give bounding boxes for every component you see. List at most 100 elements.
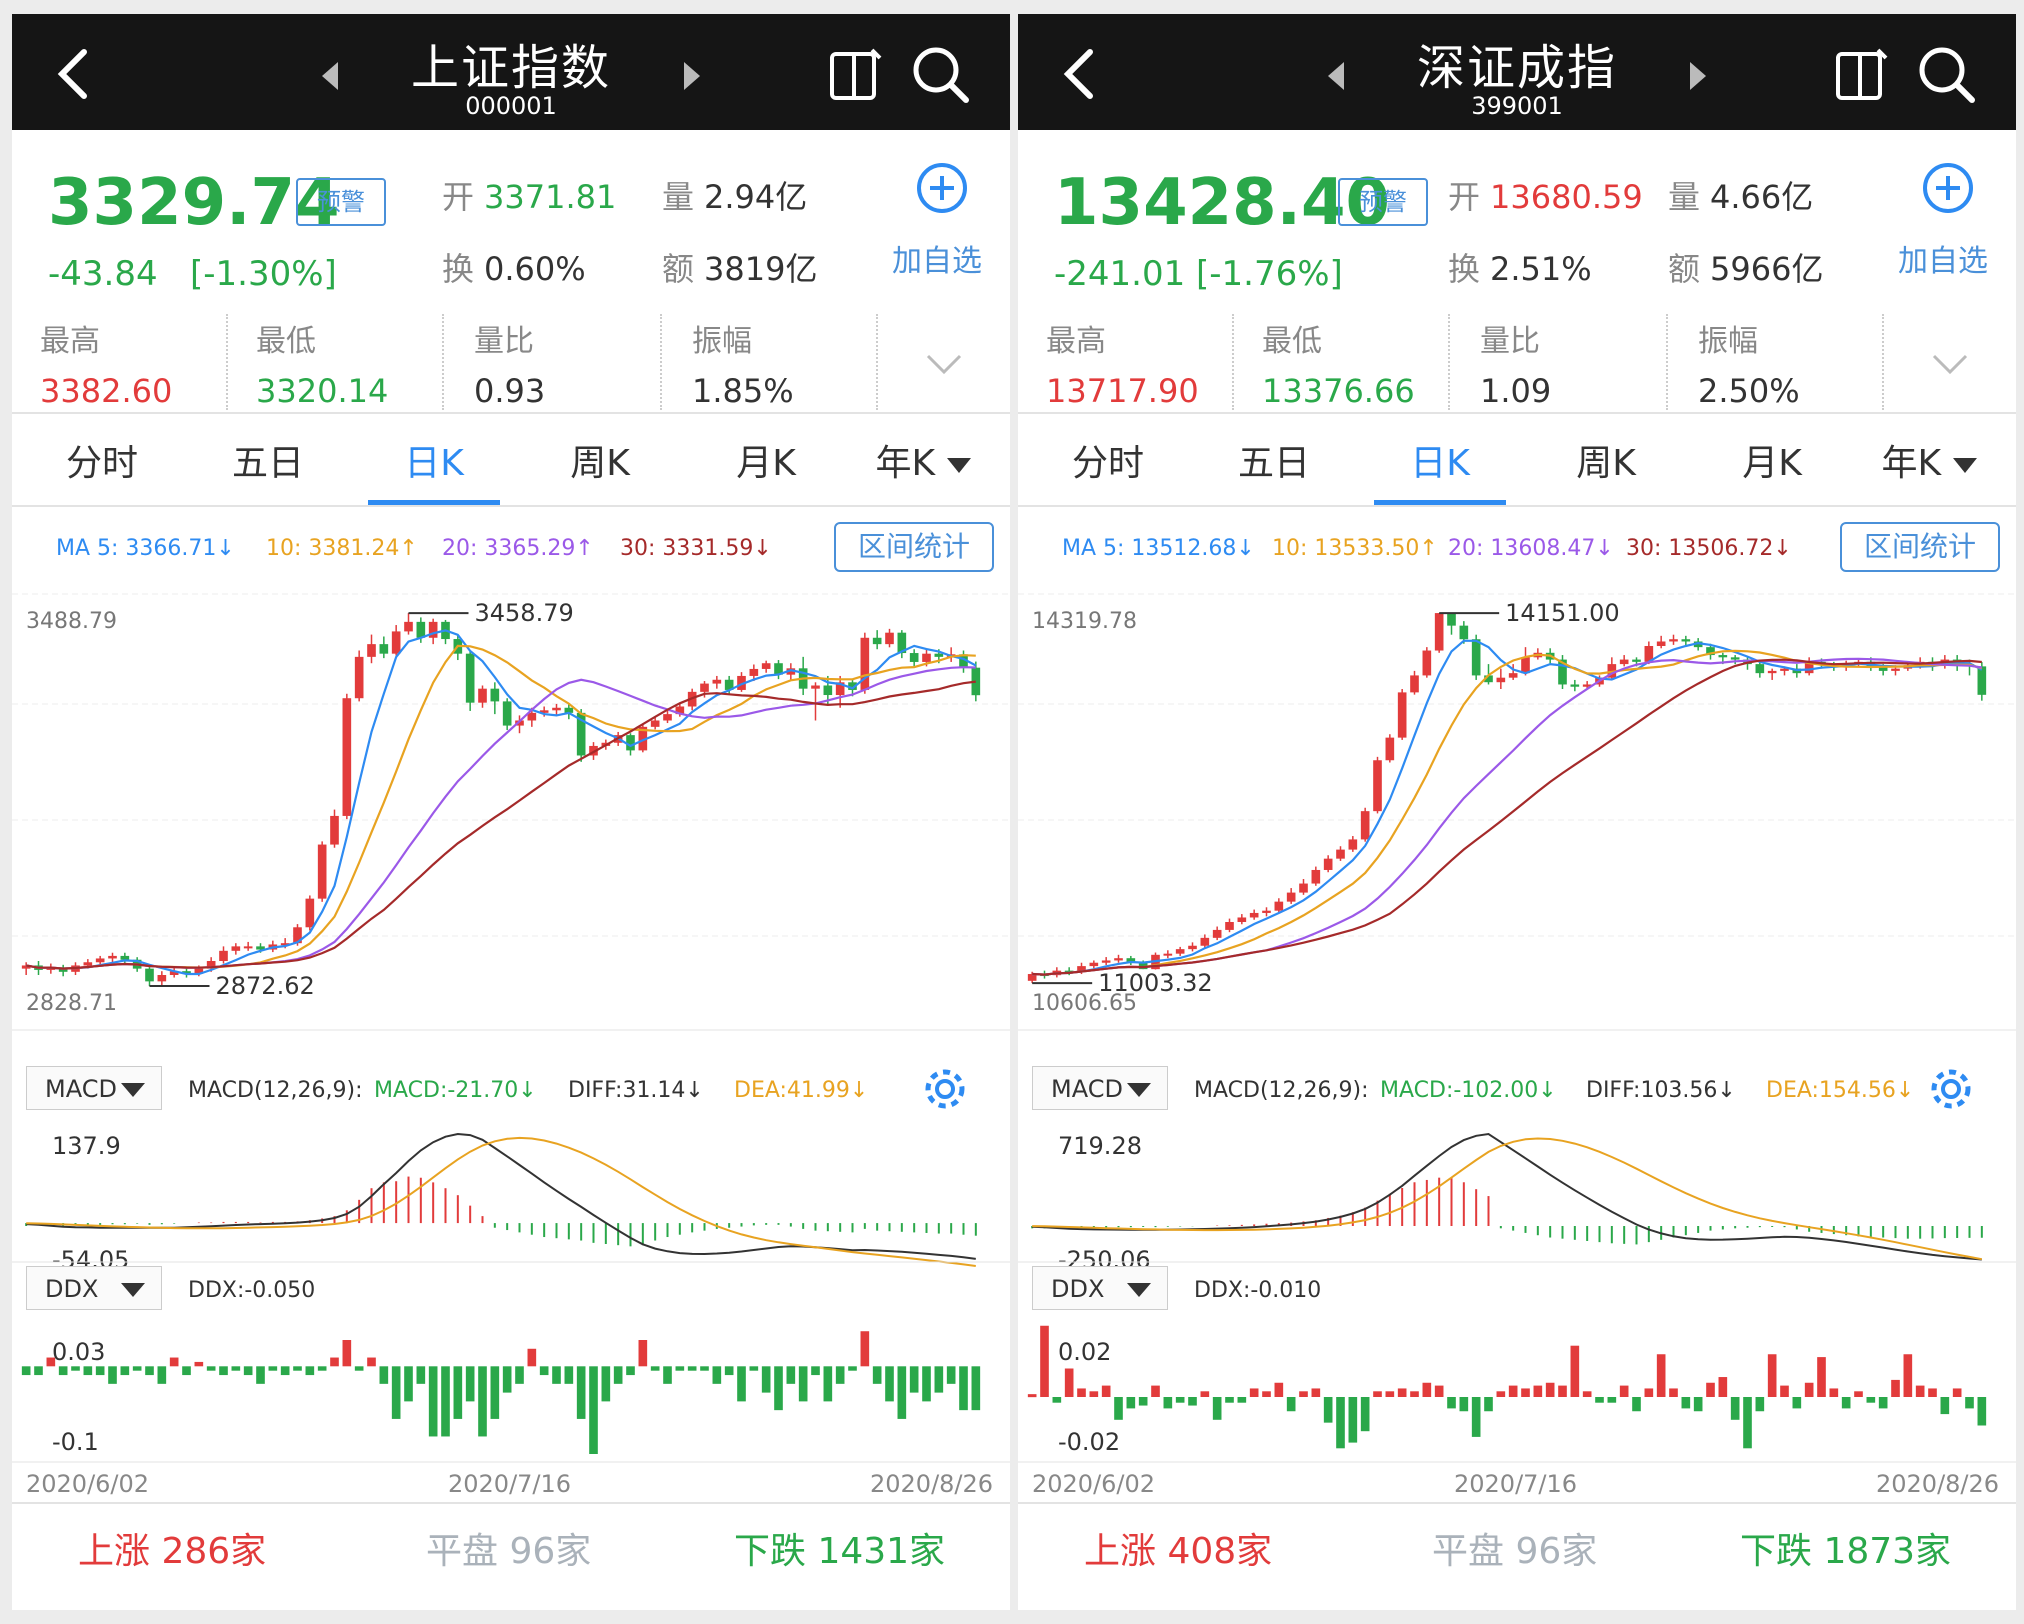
stat-value: 13376.66	[1262, 372, 1415, 410]
ddx-bar	[1163, 1397, 1173, 1409]
next-index-icon[interactable]	[680, 60, 704, 92]
add-favorite-icon[interactable]	[1922, 162, 1974, 214]
ddx-bar	[1545, 1382, 1555, 1397]
ma5-label: MA 5: 3366.71↓	[56, 536, 235, 561]
back-arrow-icon[interactable]	[46, 44, 106, 104]
split-screen-icon[interactable]	[828, 44, 884, 104]
ddx-bar	[169, 1357, 179, 1367]
stat-low: 最低 3320.14	[256, 316, 456, 410]
candle	[1755, 664, 1765, 674]
candle	[404, 621, 413, 632]
ddx-bar	[182, 1366, 191, 1376]
ma20-line	[26, 666, 976, 970]
candle	[1237, 917, 1247, 923]
divider	[12, 412, 1010, 414]
candle	[1632, 659, 1641, 662]
alert-button[interactable]: 预警	[1338, 178, 1428, 226]
ddx-bar	[1323, 1397, 1333, 1423]
chevron-down-icon[interactable]	[924, 348, 964, 378]
kline-chart[interactable]: 3488.792828.713458.792872.62137.9-54.050…	[12, 14, 1010, 1484]
ddx-bar	[1422, 1382, 1432, 1397]
add-favorite-icon[interactable]	[916, 162, 968, 214]
kline-chart[interactable]: 14319.78 10606.65 14151.00 11003.32 719.28 -2…	[1018, 14, 2016, 1484]
prev-index-icon[interactable]	[318, 60, 342, 92]
prev-index-icon[interactable]	[1324, 60, 1348, 92]
ddx-selector-label: DDX	[45, 1275, 99, 1303]
candle	[1175, 949, 1185, 954]
stat-label: 最高	[40, 324, 100, 359]
back-arrow-icon[interactable]	[1052, 44, 1112, 104]
gear-icon[interactable]	[1926, 1064, 1976, 1114]
macd-selector[interactable]: MACD	[1032, 1066, 1168, 1110]
ddx-bar	[848, 1366, 857, 1371]
amount-field: 额 5966亿	[1668, 244, 1823, 290]
tab-intraday[interactable]: 分时	[1071, 443, 1144, 484]
stat-label: 振幅	[692, 324, 752, 359]
ddx-bar	[1681, 1397, 1691, 1409]
ddx-bar	[330, 1357, 339, 1367]
split-screen-icon[interactable]	[1834, 44, 1890, 104]
tab-five-day[interactable]: 五日	[1237, 443, 1310, 484]
tab-monthly-k[interactable]: 月K	[736, 443, 796, 484]
next-index-icon[interactable]	[1686, 60, 1710, 92]
ddx-bar	[1570, 1345, 1580, 1397]
candle	[1718, 655, 1728, 658]
ddx-selector[interactable]: DDX	[1032, 1266, 1168, 1310]
tab-daily-k[interactable]: 日K	[404, 443, 464, 484]
ddx-selector[interactable]: DDX	[26, 1266, 162, 1310]
tab-yearly-k[interactable]: 年K	[1864, 434, 1994, 486]
ddx-axis-max: 0.03	[52, 1338, 105, 1366]
tab-monthly-k[interactable]: 月K	[1742, 443, 1802, 484]
candle	[428, 621, 438, 638]
candle	[1730, 657, 1740, 660]
ddx-bar	[687, 1366, 697, 1371]
stat-value: 2.50%	[1698, 372, 1800, 410]
ddx-bar	[157, 1366, 167, 1384]
ddx-bar	[280, 1366, 290, 1376]
tab-weekly-k[interactable]: 周K	[1576, 443, 1636, 484]
current-price: 3329.74	[48, 166, 340, 240]
candle	[712, 679, 722, 684]
ddx-bar	[885, 1366, 894, 1402]
chevron-down-icon[interactable]	[1930, 348, 1970, 378]
ddx-bar	[120, 1366, 130, 1376]
ddx-bar	[1952, 1388, 1962, 1397]
dropdown-triangle-icon	[1127, 1083, 1151, 1097]
index-code: 399001	[1471, 92, 1563, 120]
candle	[1706, 647, 1715, 656]
ddx-bar	[1866, 1397, 1876, 1403]
candle	[1225, 922, 1234, 930]
tab-yearly-k[interactable]: 年K	[858, 434, 988, 486]
candle	[1200, 937, 1210, 946]
candle	[1471, 639, 1481, 676]
tab-daily-k[interactable]: 日K	[1410, 443, 1470, 484]
search-icon[interactable]	[1916, 44, 1978, 106]
amount-field: 额 3819亿	[662, 244, 817, 290]
alert-button[interactable]: 预警	[296, 178, 386, 226]
gear-icon[interactable]	[920, 1064, 970, 1114]
add-favorite-label[interactable]: 加自选	[892, 244, 982, 279]
stat-label: 量比	[1480, 324, 1540, 359]
tab-five-day[interactable]: 五日	[231, 443, 304, 484]
candle	[416, 621, 426, 638]
divider	[1018, 1502, 2016, 1504]
ddx-bar	[132, 1366, 142, 1371]
macd-params: MACD(12,26,9):	[188, 1078, 363, 1103]
tab-intraday[interactable]: 分时	[65, 443, 138, 484]
ma5-line	[1032, 639, 1983, 976]
ddx-bar	[798, 1366, 808, 1402]
ddx-axis-min: -0.02	[1058, 1428, 1120, 1456]
candle	[848, 682, 857, 690]
search-icon[interactable]	[910, 44, 972, 106]
candle	[1027, 974, 1037, 981]
stat-volume-ratio: 量比 0.93	[474, 316, 674, 410]
ddx-bar	[576, 1366, 586, 1419]
tab-weekly-k[interactable]: 周K	[570, 443, 630, 484]
range-stats-button[interactable]: 区间统计	[1840, 522, 2000, 572]
candle	[305, 898, 315, 928]
price-change-percent: [-1.76%]	[1196, 254, 1343, 294]
range-stats-button[interactable]: 区间统计	[834, 522, 994, 572]
macd-selector[interactable]: MACD	[26, 1066, 162, 1110]
ddx-bar	[58, 1366, 68, 1376]
add-favorite-label[interactable]: 加自选	[1898, 244, 1988, 279]
